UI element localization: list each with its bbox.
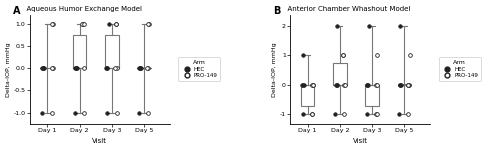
Point — [396, 25, 404, 28]
Y-axis label: Delta-IOP, mmHg: Delta-IOP, mmHg — [6, 42, 10, 97]
X-axis label: Visit: Visit — [352, 138, 368, 144]
Point — [340, 83, 348, 86]
Point — [300, 83, 308, 86]
Point — [145, 22, 153, 25]
Point — [309, 83, 317, 86]
Point — [340, 83, 348, 86]
Bar — [333, 63, 346, 84]
Point — [135, 111, 143, 114]
Point — [332, 83, 340, 86]
Point — [136, 67, 144, 69]
Bar — [105, 35, 118, 68]
Point — [72, 67, 80, 69]
Point — [48, 67, 56, 69]
Point — [103, 111, 111, 114]
Point — [298, 83, 306, 86]
Point — [38, 111, 46, 114]
Point — [111, 67, 119, 69]
Point — [80, 111, 88, 114]
Point — [70, 111, 78, 114]
Point — [144, 67, 152, 69]
Point — [78, 22, 86, 25]
Point — [112, 22, 120, 25]
Point — [102, 67, 110, 69]
Point — [405, 83, 413, 86]
Point — [365, 25, 373, 28]
Point — [40, 67, 48, 69]
Point — [339, 54, 347, 57]
Point — [113, 67, 121, 69]
Point — [299, 54, 307, 57]
Point — [308, 112, 316, 115]
Point — [372, 83, 380, 86]
Point — [48, 67, 56, 69]
Point — [48, 22, 56, 25]
Legend: HEC, PRO-149: HEC, PRO-149 — [178, 57, 220, 81]
Point — [112, 22, 120, 25]
Legend: HEC, PRO-149: HEC, PRO-149 — [438, 57, 481, 81]
Point — [332, 25, 340, 28]
Point — [374, 83, 382, 86]
Point — [39, 67, 47, 69]
Bar — [72, 35, 86, 68]
Point — [136, 67, 143, 69]
Point — [308, 83, 316, 86]
Point — [103, 67, 111, 69]
Point — [38, 67, 46, 69]
Point — [48, 22, 56, 25]
Text: Anterior Chamber Whashout Model: Anterior Chamber Whashout Model — [283, 6, 410, 12]
Y-axis label: Delta-IOP, mmHg: Delta-IOP, mmHg — [272, 42, 277, 97]
Point — [404, 83, 412, 86]
Point — [396, 83, 404, 86]
Point — [406, 54, 413, 57]
Bar — [301, 84, 314, 106]
Point — [72, 67, 80, 69]
Point — [48, 111, 56, 114]
Point — [340, 112, 348, 115]
Point — [373, 54, 381, 57]
Point — [144, 22, 152, 25]
Point — [363, 83, 371, 86]
Point — [397, 83, 405, 86]
Point — [103, 67, 111, 69]
Point — [363, 83, 371, 86]
Text: B: B — [273, 6, 280, 16]
Point — [333, 83, 341, 86]
Point — [80, 22, 88, 25]
Point — [309, 83, 317, 86]
Point — [104, 22, 112, 25]
Bar — [366, 84, 379, 106]
Text: Aqueous Humor Exchange Model: Aqueous Humor Exchange Model — [22, 6, 142, 12]
Point — [72, 67, 80, 69]
Point — [72, 67, 80, 69]
Point — [364, 83, 372, 86]
Point — [299, 83, 307, 86]
Point — [137, 67, 145, 69]
Point — [396, 112, 404, 115]
Point — [144, 67, 152, 69]
Point — [144, 111, 152, 114]
Point — [404, 83, 412, 86]
Point — [396, 83, 404, 86]
Point — [80, 67, 88, 69]
Point — [372, 112, 380, 115]
Point — [404, 112, 412, 115]
Point — [331, 112, 339, 115]
Point — [308, 112, 316, 115]
Point — [135, 67, 143, 69]
Point — [332, 83, 340, 86]
Point — [113, 111, 121, 114]
Point — [340, 54, 347, 57]
Point — [374, 112, 382, 115]
X-axis label: Visit: Visit — [92, 138, 107, 144]
Point — [298, 112, 306, 115]
Text: A: A — [12, 6, 20, 16]
Point — [79, 22, 87, 25]
Point — [364, 112, 372, 115]
Point — [38, 67, 46, 69]
